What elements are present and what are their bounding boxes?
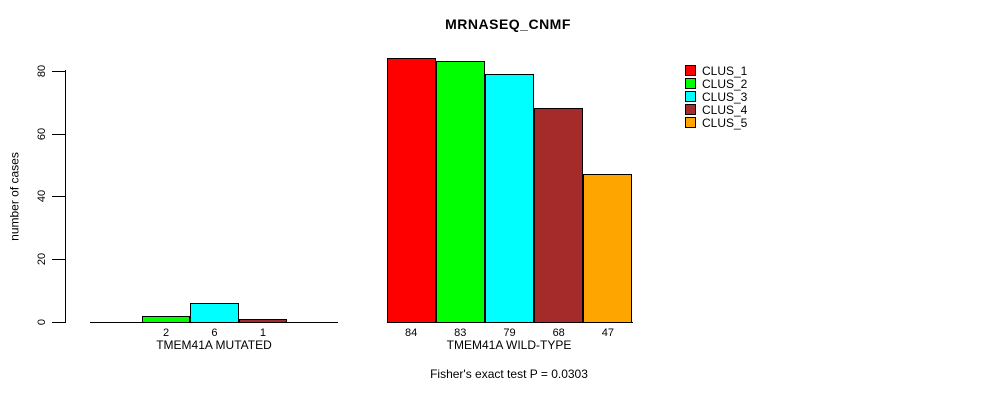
legend-item-clus_1: CLUS_1 (685, 63, 748, 78)
bar-clus_4-group1 (534, 108, 584, 323)
legend-item-clus_2: CLUS_2 (685, 76, 748, 91)
legend-label-clus_2: CLUS_2 (702, 76, 748, 91)
x-group-label-wildtype: TMEM41A WILD-TYPE (446, 338, 572, 352)
y-axis-title-text: number of cases (7, 152, 21, 241)
legend-item-clus_4: CLUS_4 (685, 102, 748, 117)
fisher-test-caption: Fisher's exact test P = 0.0303 (430, 367, 588, 381)
legend-label-clus_4: CLUS_4 (702, 102, 748, 117)
y-tick-label-20: 20 (36, 253, 48, 266)
legend-swatch-clus_1 (685, 65, 696, 76)
bar-value-clus_4-group1: 68 (552, 327, 565, 339)
y-tick-label-40: 40 (36, 190, 48, 203)
y-tick-label-60: 60 (36, 127, 48, 140)
bar-value-clus_3-group0: 6 (211, 327, 218, 339)
legend-label-clus_1: CLUS_1 (702, 63, 748, 78)
bar-value-clus_4-group0: 1 (259, 327, 266, 339)
legend-swatch-clus_3 (685, 91, 696, 102)
y-tick-40 (52, 196, 66, 198)
y-axis-title: number of cases (7, 127, 22, 267)
y-tick-label-80: 80 (36, 64, 48, 77)
bar-clus_3-group1 (484, 73, 535, 323)
legend-label-clus_5: CLUS_5 (702, 115, 748, 130)
chart-title: MRNASEQ_CNMF (445, 16, 571, 32)
bar-value-clus_2-group1: 83 (454, 327, 467, 339)
bar-clus_2-group0 (141, 315, 191, 323)
legend-swatch-clus_4 (685, 104, 696, 115)
bar-clus_4-group0 (238, 318, 288, 323)
legend: CLUS_1 CLUS_2 CLUS_3 CLUS_4 CLUS_5 (685, 63, 748, 130)
bar-clus_2-group1 (435, 61, 485, 323)
bar-value-clus_5-group1: 47 (601, 327, 615, 339)
legend-swatch-clus_2 (685, 78, 696, 89)
y-tick-label-0: 0 (36, 318, 48, 326)
legend-swatch-clus_5 (685, 117, 696, 128)
y-tick-20 (52, 259, 66, 261)
x-group-label-mutated: TMEM41A MUTATED (156, 338, 272, 352)
legend-item-clus_3: CLUS_3 (685, 89, 748, 104)
legend-label-clus_3: CLUS_3 (702, 89, 748, 104)
bar-value-clus_3-group1: 79 (503, 327, 516, 339)
bar-clus_5-group1 (583, 174, 633, 323)
bar-clus_1-group1 (386, 58, 436, 323)
y-tick-0 (52, 322, 66, 323)
bar-value-clus_2-group0: 2 (163, 327, 170, 339)
y-tick-80 (52, 70, 66, 72)
legend-item-clus_5: CLUS_5 (685, 115, 748, 130)
y-tick-60 (52, 133, 66, 135)
bar-value-clus_1-group1: 84 (404, 327, 418, 339)
bar-clus_3-group0 (190, 303, 239, 323)
